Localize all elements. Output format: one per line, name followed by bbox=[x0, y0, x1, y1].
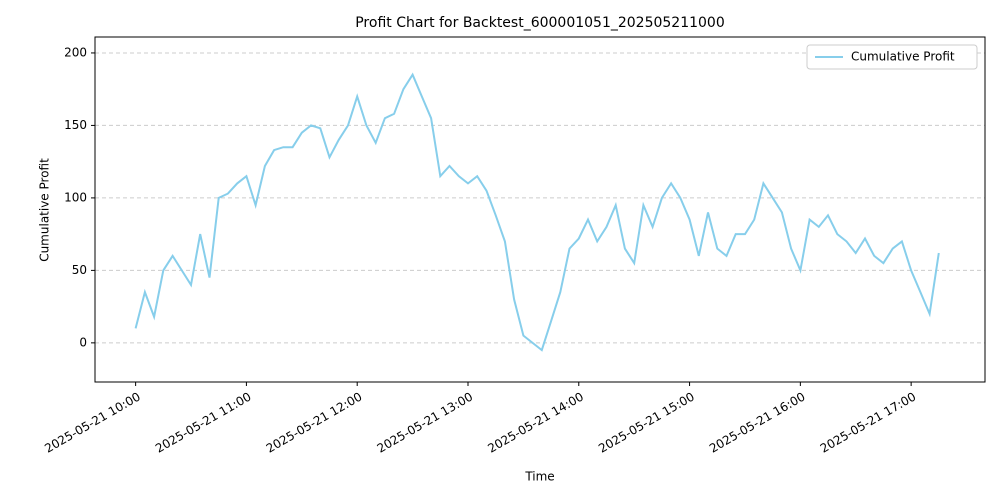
y-tick-label: 200 bbox=[64, 45, 87, 59]
y-tick-label: 0 bbox=[79, 335, 87, 349]
legend-label: Cumulative Profit bbox=[851, 50, 955, 64]
chart-title: Profit Chart for Backtest_600001051_2025… bbox=[355, 15, 725, 31]
x-tick-label: 2025-05-21 16:00 bbox=[707, 390, 808, 456]
y-tick-label: 100 bbox=[64, 190, 87, 204]
x-axis-label: Time bbox=[524, 470, 554, 484]
legend-box bbox=[806, 44, 978, 70]
x-tick-label: 2025-05-21 13:00 bbox=[375, 390, 476, 456]
y-tick-label: 150 bbox=[64, 118, 87, 132]
x-tick-label: 2025-05-21 12:00 bbox=[264, 390, 365, 456]
line bbox=[134, 72, 940, 352]
x-tick-label: 2025-05-21 11:00 bbox=[153, 390, 254, 456]
x-tick-label: 2025-05-21 17:00 bbox=[818, 390, 919, 456]
x-tick-label: 2025-05-21 10:00 bbox=[42, 390, 143, 456]
y-tick-label: 50 bbox=[72, 263, 87, 277]
x-tick-label: 2025-05-21 15:00 bbox=[596, 390, 697, 456]
x-tick-label: 2025-05-21 14:00 bbox=[485, 390, 586, 456]
plot-frame bbox=[94, 36, 986, 383]
y-axis-label: Cumulative Profit bbox=[38, 158, 52, 262]
